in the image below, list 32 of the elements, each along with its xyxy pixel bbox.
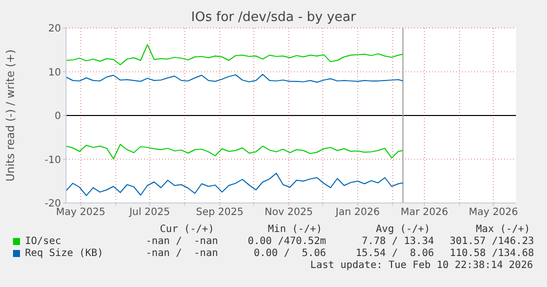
line-series bbox=[66, 74, 404, 83]
text: 0.00 /470.52m bbox=[246, 236, 326, 247]
x-tick-label: Sep 2025 bbox=[196, 207, 244, 218]
text: Max (-/+) bbox=[474, 224, 532, 235]
line-series bbox=[66, 144, 404, 160]
text: Min (-/+) bbox=[266, 224, 324, 235]
text: 0.00 / 5.06 bbox=[252, 248, 326, 259]
x-tick-label: Mar 2026 bbox=[400, 207, 448, 218]
x-tick-label: Jul 2025 bbox=[128, 207, 170, 218]
y-tick-label: -10 bbox=[44, 154, 61, 166]
text: 15.54 / 8.06 bbox=[354, 248, 434, 259]
text: -nan / -nan bbox=[144, 236, 218, 247]
x-tick-label: Jan 2026 bbox=[334, 207, 380, 218]
x-tick-label: May 2026 bbox=[468, 207, 518, 218]
legend-label: Req Size (KB) bbox=[25, 248, 104, 259]
legend-label: IO/sec bbox=[25, 236, 62, 247]
chart-title: IOs for /dev/sda - by year bbox=[190, 10, 357, 25]
text: Cur (-/+) bbox=[158, 224, 216, 235]
y-tick-label: 10 bbox=[48, 67, 61, 78]
text: -nan / -nan bbox=[144, 248, 218, 259]
x-tick-label: Nov 2025 bbox=[264, 207, 313, 218]
text: 110.58 /134.68 bbox=[448, 248, 534, 259]
x-tick-label: May 2025 bbox=[56, 207, 106, 218]
y-tick-label: 0 bbox=[54, 111, 61, 122]
text: 7.78 / 13.34 bbox=[360, 236, 434, 247]
line-series bbox=[66, 172, 404, 196]
y-axis-title: Units read (-) / write (+) bbox=[4, 49, 17, 182]
text: Last update: Tue Feb 10 22:38:14 2026 bbox=[310, 260, 533, 271]
y-tick-label: 20 bbox=[48, 24, 61, 35]
text: Avg (-/+) bbox=[374, 224, 432, 235]
text: 301.57 /146.23 bbox=[448, 236, 534, 247]
line-series bbox=[66, 44, 404, 66]
